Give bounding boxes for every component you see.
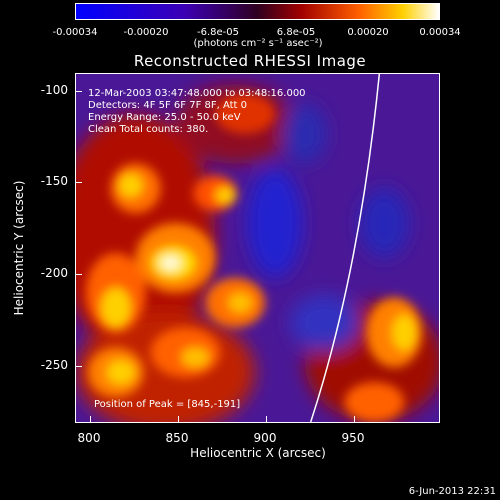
rhessi-image (76, 74, 439, 422)
image-plot: 12-Mar-2003 03:47:48.000 to 03:48:16.000… (75, 73, 440, 423)
y-tick-label: -100 (40, 83, 68, 97)
x-tick-label: 950 (341, 431, 365, 445)
colorbar (75, 3, 440, 20)
time-range-label: 12-Mar-2003 03:47:48.000 to 03:48:16.000 (88, 88, 306, 99)
y-axis-label: Heliocentric Y (arcsec) (12, 180, 26, 316)
colorbar-units: (photons cm⁻² s⁻¹ asec⁻²) (193, 38, 323, 49)
y-tick-label: -250 (40, 358, 68, 372)
y-tick-label: -150 (40, 174, 68, 188)
colorbar-tick: -0.00020 (123, 27, 169, 38)
colorbar-tick: 6.8e-05 (276, 27, 316, 38)
x-axis-label: Heliocentric X (arcsec) (190, 446, 326, 460)
colorbar-tick: -6.8e-05 (197, 27, 239, 38)
energy-range-label: Energy Range: 25.0 - 50.0 keV (88, 112, 241, 123)
colorbar-gradient (76, 4, 439, 19)
x-tick-label: 850 (165, 431, 189, 445)
colorbar-tick: -0.00034 (52, 27, 98, 38)
plot-title: Reconstructed RHESSI Image (133, 52, 367, 70)
x-tick-label: 900 (253, 431, 277, 445)
solar-limb-line (309, 74, 381, 422)
footer-date: 6-Jun-2013 22:31 (408, 486, 496, 497)
x-tick-label: 800 (77, 431, 101, 445)
y-tick-label: -200 (40, 266, 68, 280)
clean-counts-label: Clean Total counts: 380. (88, 124, 209, 135)
colorbar-tick: 0.00020 (347, 27, 389, 38)
peak-position-label: Position of Peak = [845,-191] (94, 399, 241, 410)
detectors-label: Detectors: 4F 5F 6F 7F 8F, Att 0 (88, 100, 248, 111)
colorbar-tick: 0.00034 (419, 27, 461, 38)
